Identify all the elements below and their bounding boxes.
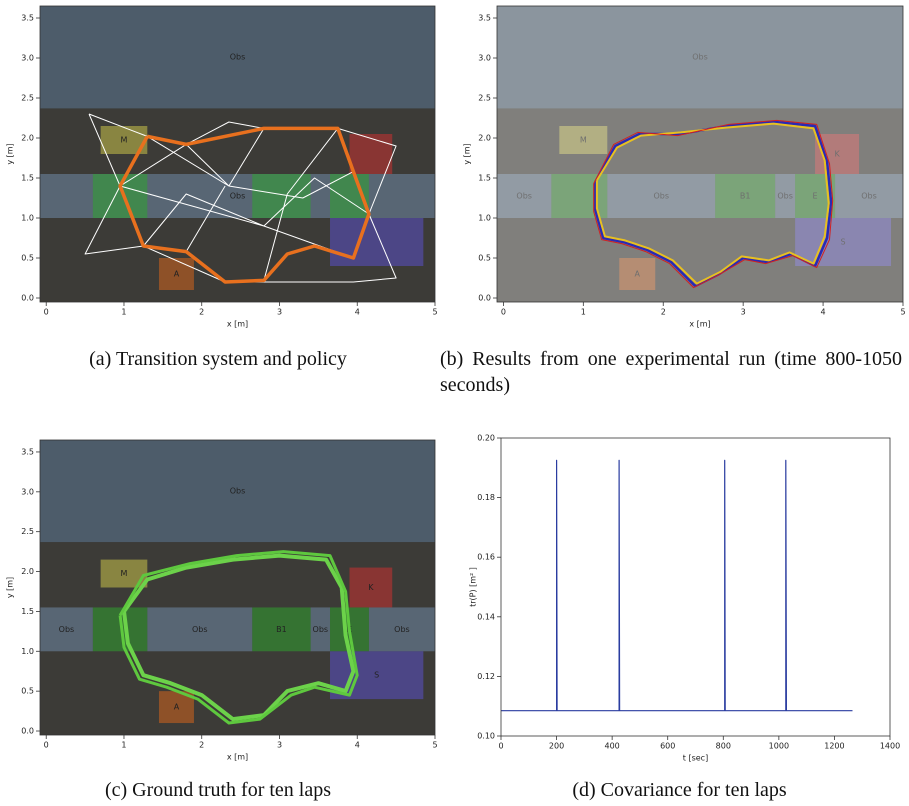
trajectory	[501, 460, 853, 710]
y-tick-label: 0.18	[477, 493, 495, 502]
x-tick-label: 3	[741, 308, 746, 317]
y-tick-label: 0.5	[21, 687, 34, 696]
region-label: K	[368, 583, 374, 592]
y-axis-label: y [m]	[6, 577, 15, 598]
x-axis-label: x [m]	[227, 753, 248, 762]
y-tick-label: 3.5	[21, 447, 34, 456]
x-tick-label: 1400	[880, 742, 900, 751]
caption: (b) Results from one experimental run (t…	[440, 346, 902, 398]
y-tick-label: 3.0	[21, 487, 34, 496]
y-tick-label: 2.5	[21, 527, 34, 536]
region-label: S	[374, 671, 379, 680]
y-tick-label: 2.0	[478, 134, 491, 143]
y-tick-label: 0.10	[477, 732, 495, 741]
region	[93, 174, 147, 218]
region-label: Obs	[230, 53, 246, 62]
x-tick-label: 5	[432, 741, 437, 750]
x-tick-label: 2	[661, 308, 666, 317]
y-tick-label: 0.16	[477, 553, 495, 562]
caption: (c) Ground truth for ten laps	[0, 777, 436, 803]
y-tick-label: 0.20	[477, 434, 495, 443]
y-tick-label: 0.0	[478, 294, 491, 303]
y-tick-label: 0.14	[477, 612, 495, 621]
x-axis-label: x [m]	[227, 320, 248, 329]
region	[330, 218, 423, 266]
x-tick-label: 5	[900, 308, 905, 317]
y-tick-label: 1.5	[478, 174, 491, 183]
region-label: A	[174, 270, 180, 279]
region-label: Obs	[230, 487, 246, 496]
x-tick-label: 1200	[824, 742, 844, 751]
y-tick-label: 0.5	[478, 254, 491, 263]
x-tick-label: 600	[660, 742, 675, 751]
x-tick-label: 1000	[769, 742, 789, 751]
x-tick-label: 1	[121, 741, 126, 750]
page: {"chart_data": [ {"type": "map", "captio…	[0, 0, 909, 806]
y-tick-label: 2.0	[21, 134, 34, 143]
y-tick-label: 3.5	[21, 14, 34, 23]
x-tick-label: 1	[121, 308, 126, 317]
fade-overlay	[497, 6, 903, 302]
region-label: Obs	[313, 625, 329, 634]
region-label: Obs	[59, 625, 75, 634]
y-tick-label: 3.5	[478, 14, 491, 23]
y-tick-label: 2.5	[21, 94, 34, 103]
y-tick-label: 1.0	[478, 214, 491, 223]
x-tick-label: 3	[277, 308, 282, 317]
x-tick-label: 4	[821, 308, 826, 317]
region-label: M	[121, 569, 128, 578]
x-tick-label: 0	[501, 308, 506, 317]
x-tick-label: 4	[355, 308, 360, 317]
x-tick-label: 0	[44, 308, 49, 317]
y-tick-label: 1.0	[21, 214, 34, 223]
x-tick-label: 0	[498, 742, 503, 751]
y-tick-label: 1.5	[21, 174, 34, 183]
y-tick-label: 2.5	[478, 94, 491, 103]
region-label: Obs	[394, 625, 410, 634]
region-label: M	[121, 136, 128, 145]
region	[349, 134, 392, 174]
y-tick-label: 0.0	[21, 294, 34, 303]
x-tick-label: 0	[44, 741, 49, 750]
region	[252, 174, 310, 218]
x-tick-label: 2	[199, 308, 204, 317]
x-tick-label: 200	[549, 742, 564, 751]
y-tick-label: 3.0	[478, 54, 491, 63]
y-tick-label: 1.0	[21, 647, 34, 656]
region-label: Obs	[192, 625, 208, 634]
region-label: A	[174, 703, 180, 712]
y-tick-label: 1.5	[21, 607, 34, 616]
y-axis-label: y [m]	[463, 143, 472, 164]
caption: (d) Covariance for ten laps	[450, 777, 909, 803]
x-axis-label: t [sec]	[683, 754, 708, 763]
region-label: Obs	[230, 192, 246, 201]
y-tick-label: 2.0	[21, 567, 34, 576]
x-tick-label: 1	[581, 308, 586, 317]
x-axis-label: x [m]	[689, 320, 710, 329]
y-axis-label: y [m]	[6, 143, 15, 164]
x-tick-label: 4	[355, 741, 360, 750]
x-tick-label: 400	[605, 742, 620, 751]
x-tick-label: 2	[199, 741, 204, 750]
y-axis-label: tr(P) [m² ]	[469, 567, 478, 607]
caption: (a) Transition system and policy	[0, 346, 436, 372]
x-tick-label: 800	[716, 742, 731, 751]
y-tick-label: 0.0	[21, 727, 34, 736]
x-tick-label: 3	[277, 741, 282, 750]
x-tick-label: 5	[432, 308, 437, 317]
y-tick-label: 3.0	[21, 54, 34, 63]
y-tick-label: 0.5	[21, 254, 34, 263]
y-tick-label: 0.12	[477, 672, 495, 681]
figure: Obs Obs M A 0 1 2 3 4 5 0.0 0.5 1.0 1.5 2.0 2.5 3.0 3.5 x …	[0, 0, 909, 806]
axes-frame	[501, 438, 890, 736]
region-label: B1	[276, 625, 287, 634]
